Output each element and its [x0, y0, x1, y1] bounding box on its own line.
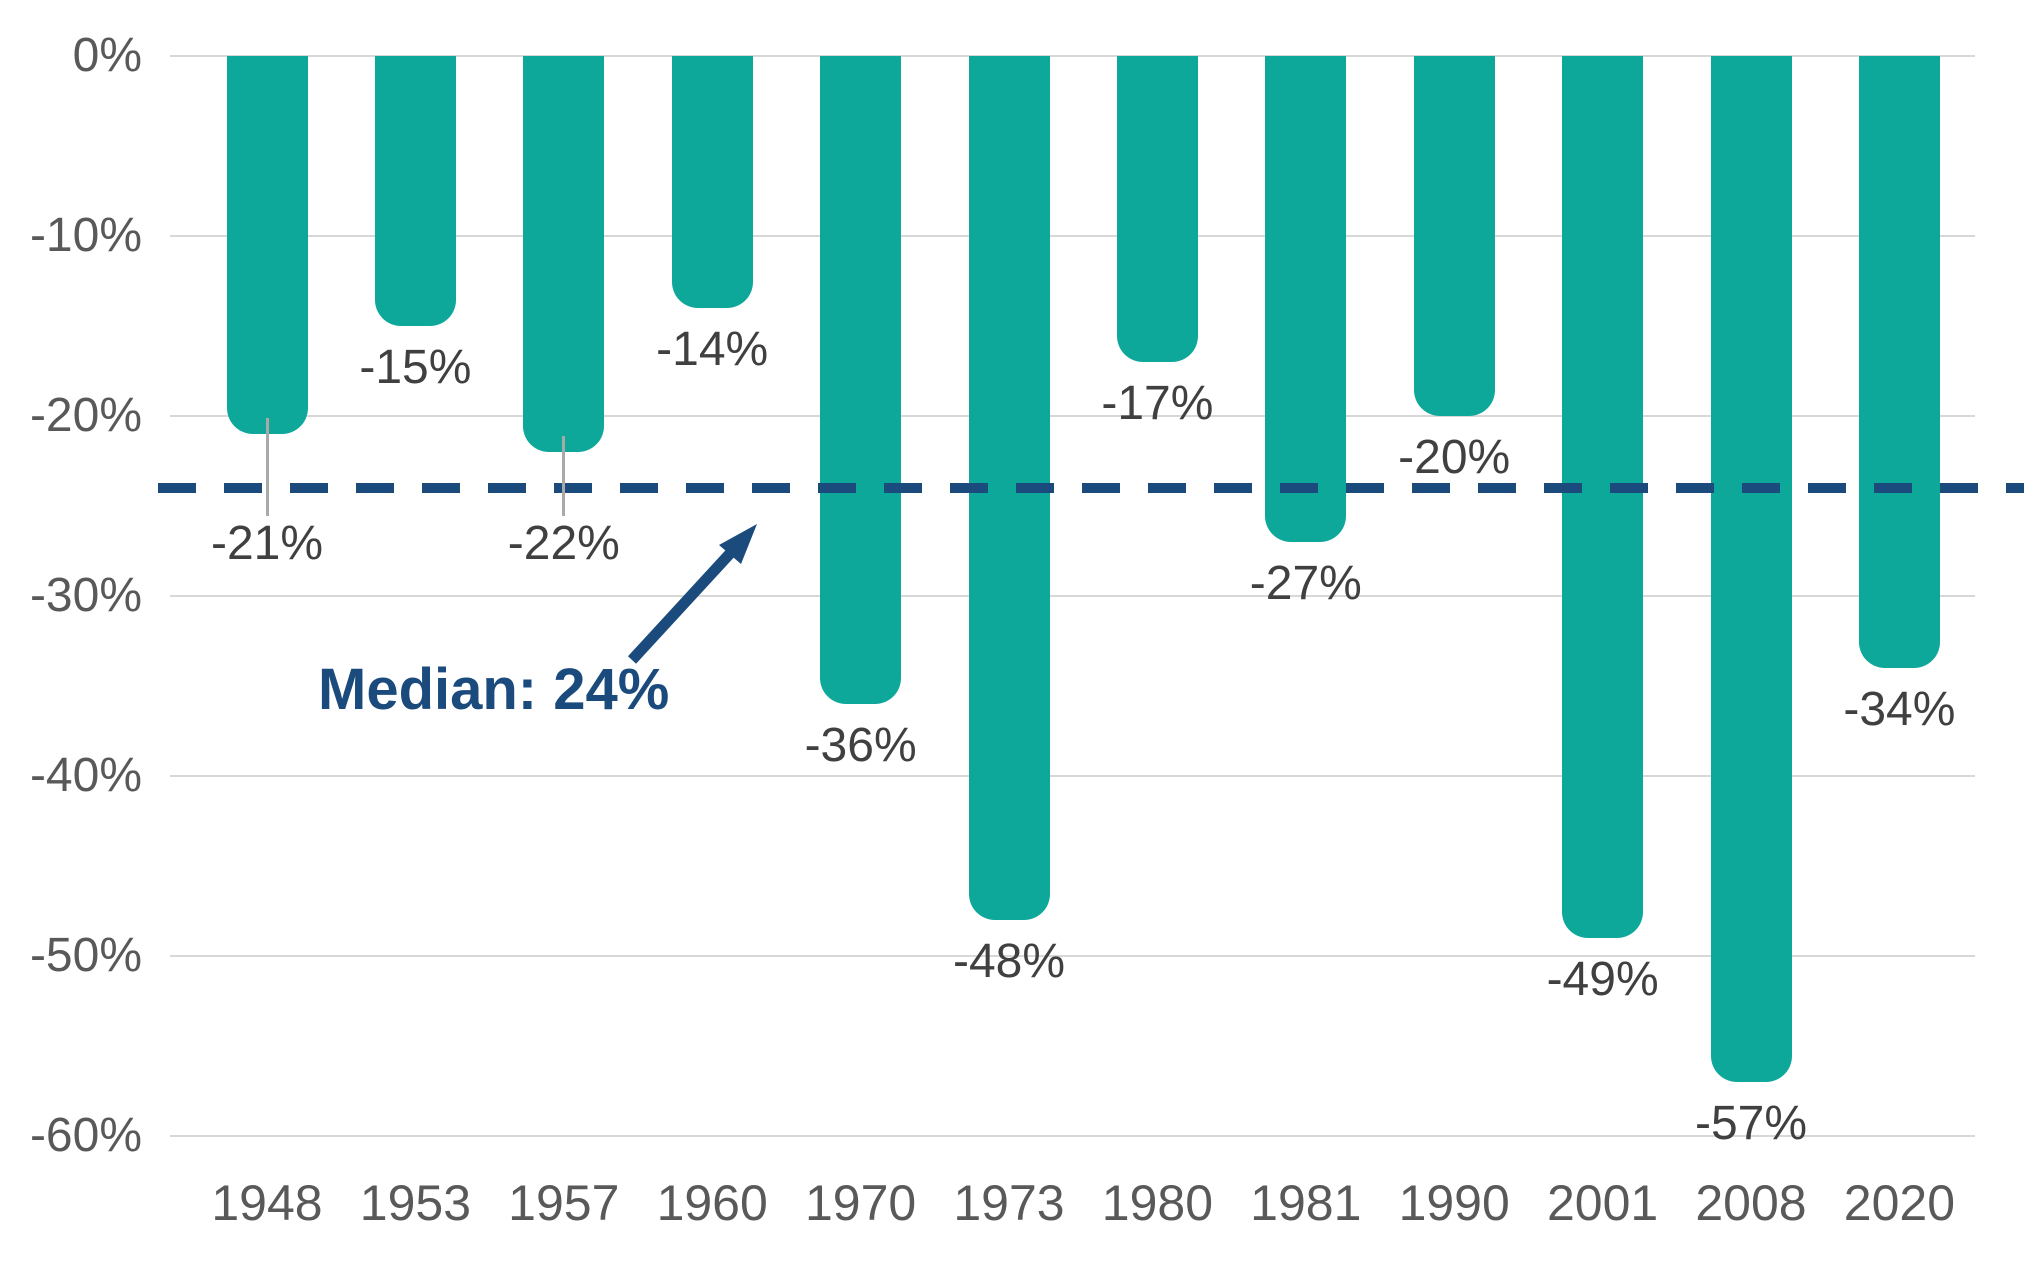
y-tick-label: -10%: [29, 209, 142, 262]
bar-label-1980: -17%: [1101, 377, 1214, 430]
gridline: [170, 595, 1975, 597]
y-tick-label: -40%: [29, 749, 142, 802]
bar-1960: [671, 56, 753, 308]
bar-2001: [1562, 56, 1644, 938]
bar-1980: [1116, 56, 1198, 362]
gridline: [170, 235, 1975, 237]
x-tick-label-1990: 1990: [1398, 1175, 1510, 1231]
gridline: [170, 415, 1975, 417]
x-tick-label-2001: 2001: [1546, 1175, 1659, 1231]
y-tick-label: -30%: [29, 569, 142, 622]
bar-2008: [1710, 56, 1792, 1082]
y-tick-label: -50%: [29, 929, 142, 982]
bar-label-1960: -14%: [656, 323, 769, 376]
bar-label-1990: -20%: [1398, 431, 1511, 484]
x-tick-label-1980: 1980: [1101, 1175, 1213, 1231]
bar-1970: [820, 56, 902, 704]
bar-label-2001: -49%: [1546, 953, 1659, 1006]
x-tick-label-2008: 2008: [1695, 1175, 1807, 1231]
bar-label-1957: -22%: [507, 517, 620, 570]
bar-label-2020: -34%: [1843, 683, 1956, 736]
x-tick-label-1960: 1960: [656, 1175, 768, 1231]
bar-1957: [523, 56, 605, 452]
x-tick-label-1957: 1957: [508, 1175, 620, 1231]
gridline: [170, 1135, 1975, 1137]
bar-label-1970: -36%: [804, 719, 917, 772]
leader-line-1948: [265, 418, 269, 516]
bar-1990: [1413, 56, 1495, 416]
y-tick-label: -20%: [29, 389, 142, 442]
median-arrow-icon: [627, 524, 757, 664]
y-tick-label: -60%: [29, 1109, 142, 1162]
bar-label-2008: -57%: [1694, 1097, 1808, 1150]
bar-1953: [374, 56, 456, 326]
gridline: [170, 955, 1975, 957]
leader-line-1957: [562, 436, 566, 516]
x-tick-label-1981: 1981: [1250, 1175, 1362, 1231]
median-annotation: Median: 24%: [318, 657, 670, 722]
x-tick-label-1970: 1970: [804, 1175, 917, 1231]
bar-label-1948: -21%: [210, 517, 324, 570]
bar-2020: [1858, 56, 1940, 668]
y-tick-label: 0%: [72, 29, 142, 82]
bar-label-1973: -48%: [952, 935, 1066, 988]
bar-1981: [1265, 56, 1347, 542]
bar-1948: [226, 56, 308, 434]
x-tick-label-1973: 1973: [953, 1175, 1065, 1231]
bar-label-1981: -27%: [1249, 557, 1362, 610]
bar-label-1953: -15%: [359, 341, 472, 394]
x-tick-label-1953: 1953: [359, 1175, 471, 1231]
x-tick-label-1948: 1948: [211, 1175, 323, 1231]
x-tick-label-2020: 2020: [1843, 1175, 1955, 1231]
gridline: [170, 55, 1975, 57]
gridline: [170, 775, 1975, 777]
